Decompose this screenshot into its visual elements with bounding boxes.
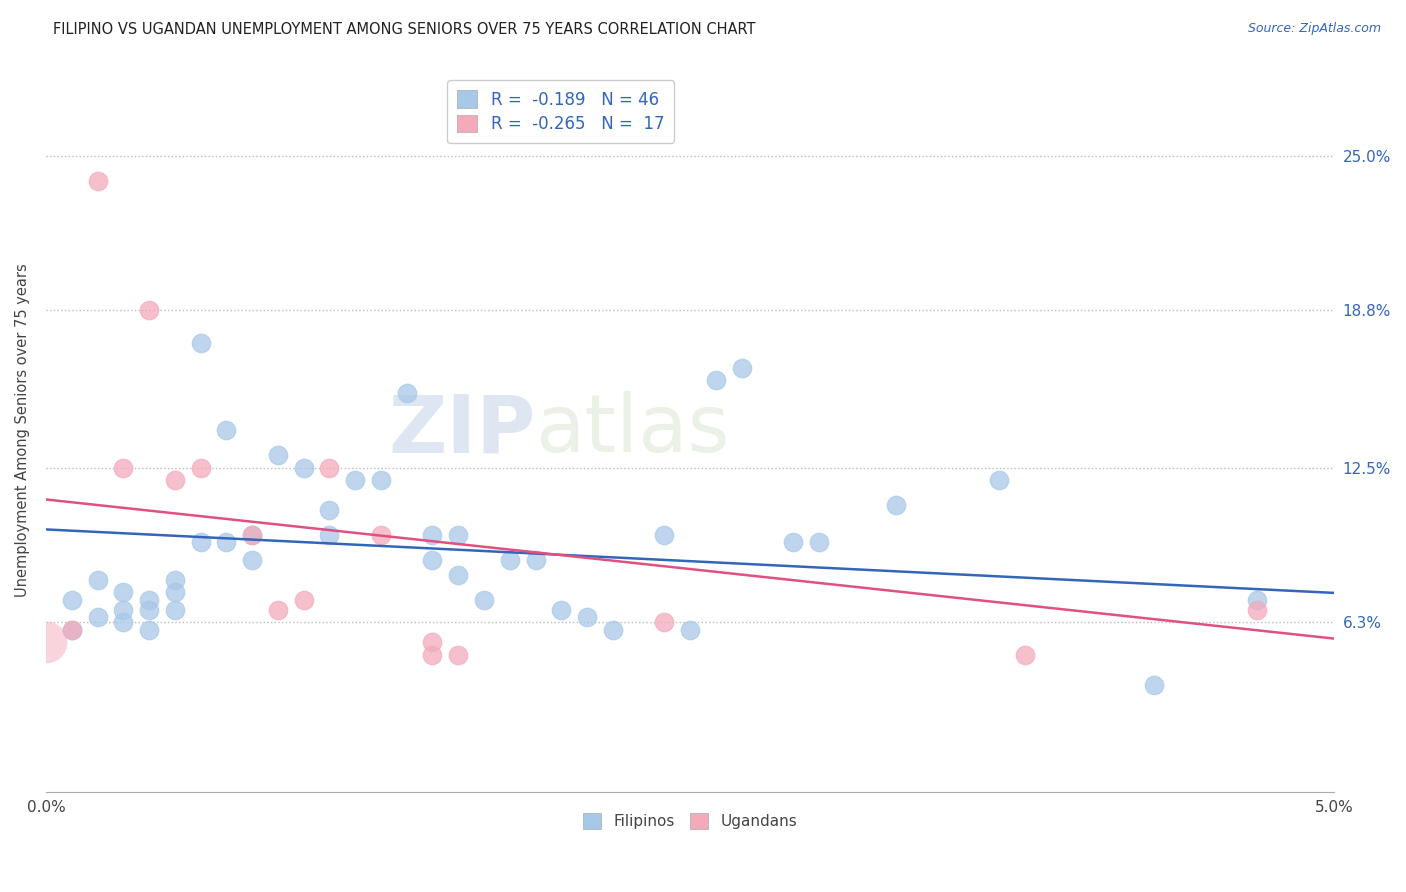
Point <box>163 585 186 599</box>
Point <box>472 593 495 607</box>
Point <box>1246 603 1268 617</box>
Point <box>163 573 186 587</box>
Point <box>112 615 135 630</box>
Point <box>86 573 108 587</box>
Point <box>190 460 212 475</box>
Point <box>550 603 572 617</box>
Point <box>292 460 315 475</box>
Point <box>163 473 186 487</box>
Point <box>447 568 470 582</box>
Point <box>215 423 238 437</box>
Y-axis label: Unemployment Among Seniors over 75 years: Unemployment Among Seniors over 75 years <box>15 263 30 597</box>
Point <box>422 528 444 542</box>
Point <box>704 373 727 387</box>
Point <box>292 593 315 607</box>
Point <box>884 498 907 512</box>
Point <box>499 553 522 567</box>
Point <box>190 535 212 549</box>
Point <box>112 603 135 617</box>
Point <box>60 623 83 637</box>
Point <box>730 360 752 375</box>
Point <box>988 473 1011 487</box>
Point <box>395 385 418 400</box>
Point <box>86 174 108 188</box>
Point <box>318 503 340 517</box>
Point <box>1143 678 1166 692</box>
Point <box>447 528 470 542</box>
Point <box>602 623 624 637</box>
Point <box>60 623 83 637</box>
Point <box>163 603 186 617</box>
Text: ZIP: ZIP <box>388 392 536 469</box>
Point <box>654 528 676 542</box>
Point <box>190 335 212 350</box>
Point <box>240 528 263 542</box>
Point <box>422 553 444 567</box>
Point <box>782 535 804 549</box>
Point <box>1014 648 1036 662</box>
Point <box>112 460 135 475</box>
Point <box>807 535 830 549</box>
Point <box>422 648 444 662</box>
Point <box>215 535 238 549</box>
Point <box>112 585 135 599</box>
Point <box>267 603 290 617</box>
Point <box>576 610 599 624</box>
Point <box>138 603 160 617</box>
Point <box>370 528 392 542</box>
Point <box>447 648 470 662</box>
Point <box>654 615 676 630</box>
Legend: Filipinos, Ugandans: Filipinos, Ugandans <box>576 806 803 835</box>
Point <box>138 303 160 318</box>
Text: FILIPINO VS UGANDAN UNEMPLOYMENT AMONG SENIORS OVER 75 YEARS CORRELATION CHART: FILIPINO VS UGANDAN UNEMPLOYMENT AMONG S… <box>53 22 756 37</box>
Point <box>318 460 340 475</box>
Point <box>138 593 160 607</box>
Text: Source: ZipAtlas.com: Source: ZipAtlas.com <box>1247 22 1381 36</box>
Point <box>267 448 290 462</box>
Point <box>1246 593 1268 607</box>
Point <box>344 473 367 487</box>
Point <box>240 528 263 542</box>
Point <box>86 610 108 624</box>
Point <box>138 623 160 637</box>
Point <box>318 528 340 542</box>
Point <box>422 635 444 649</box>
Point <box>370 473 392 487</box>
Point <box>679 623 702 637</box>
Point <box>35 635 58 649</box>
Point <box>524 553 547 567</box>
Point <box>60 593 83 607</box>
Point <box>240 553 263 567</box>
Text: atlas: atlas <box>536 392 730 469</box>
